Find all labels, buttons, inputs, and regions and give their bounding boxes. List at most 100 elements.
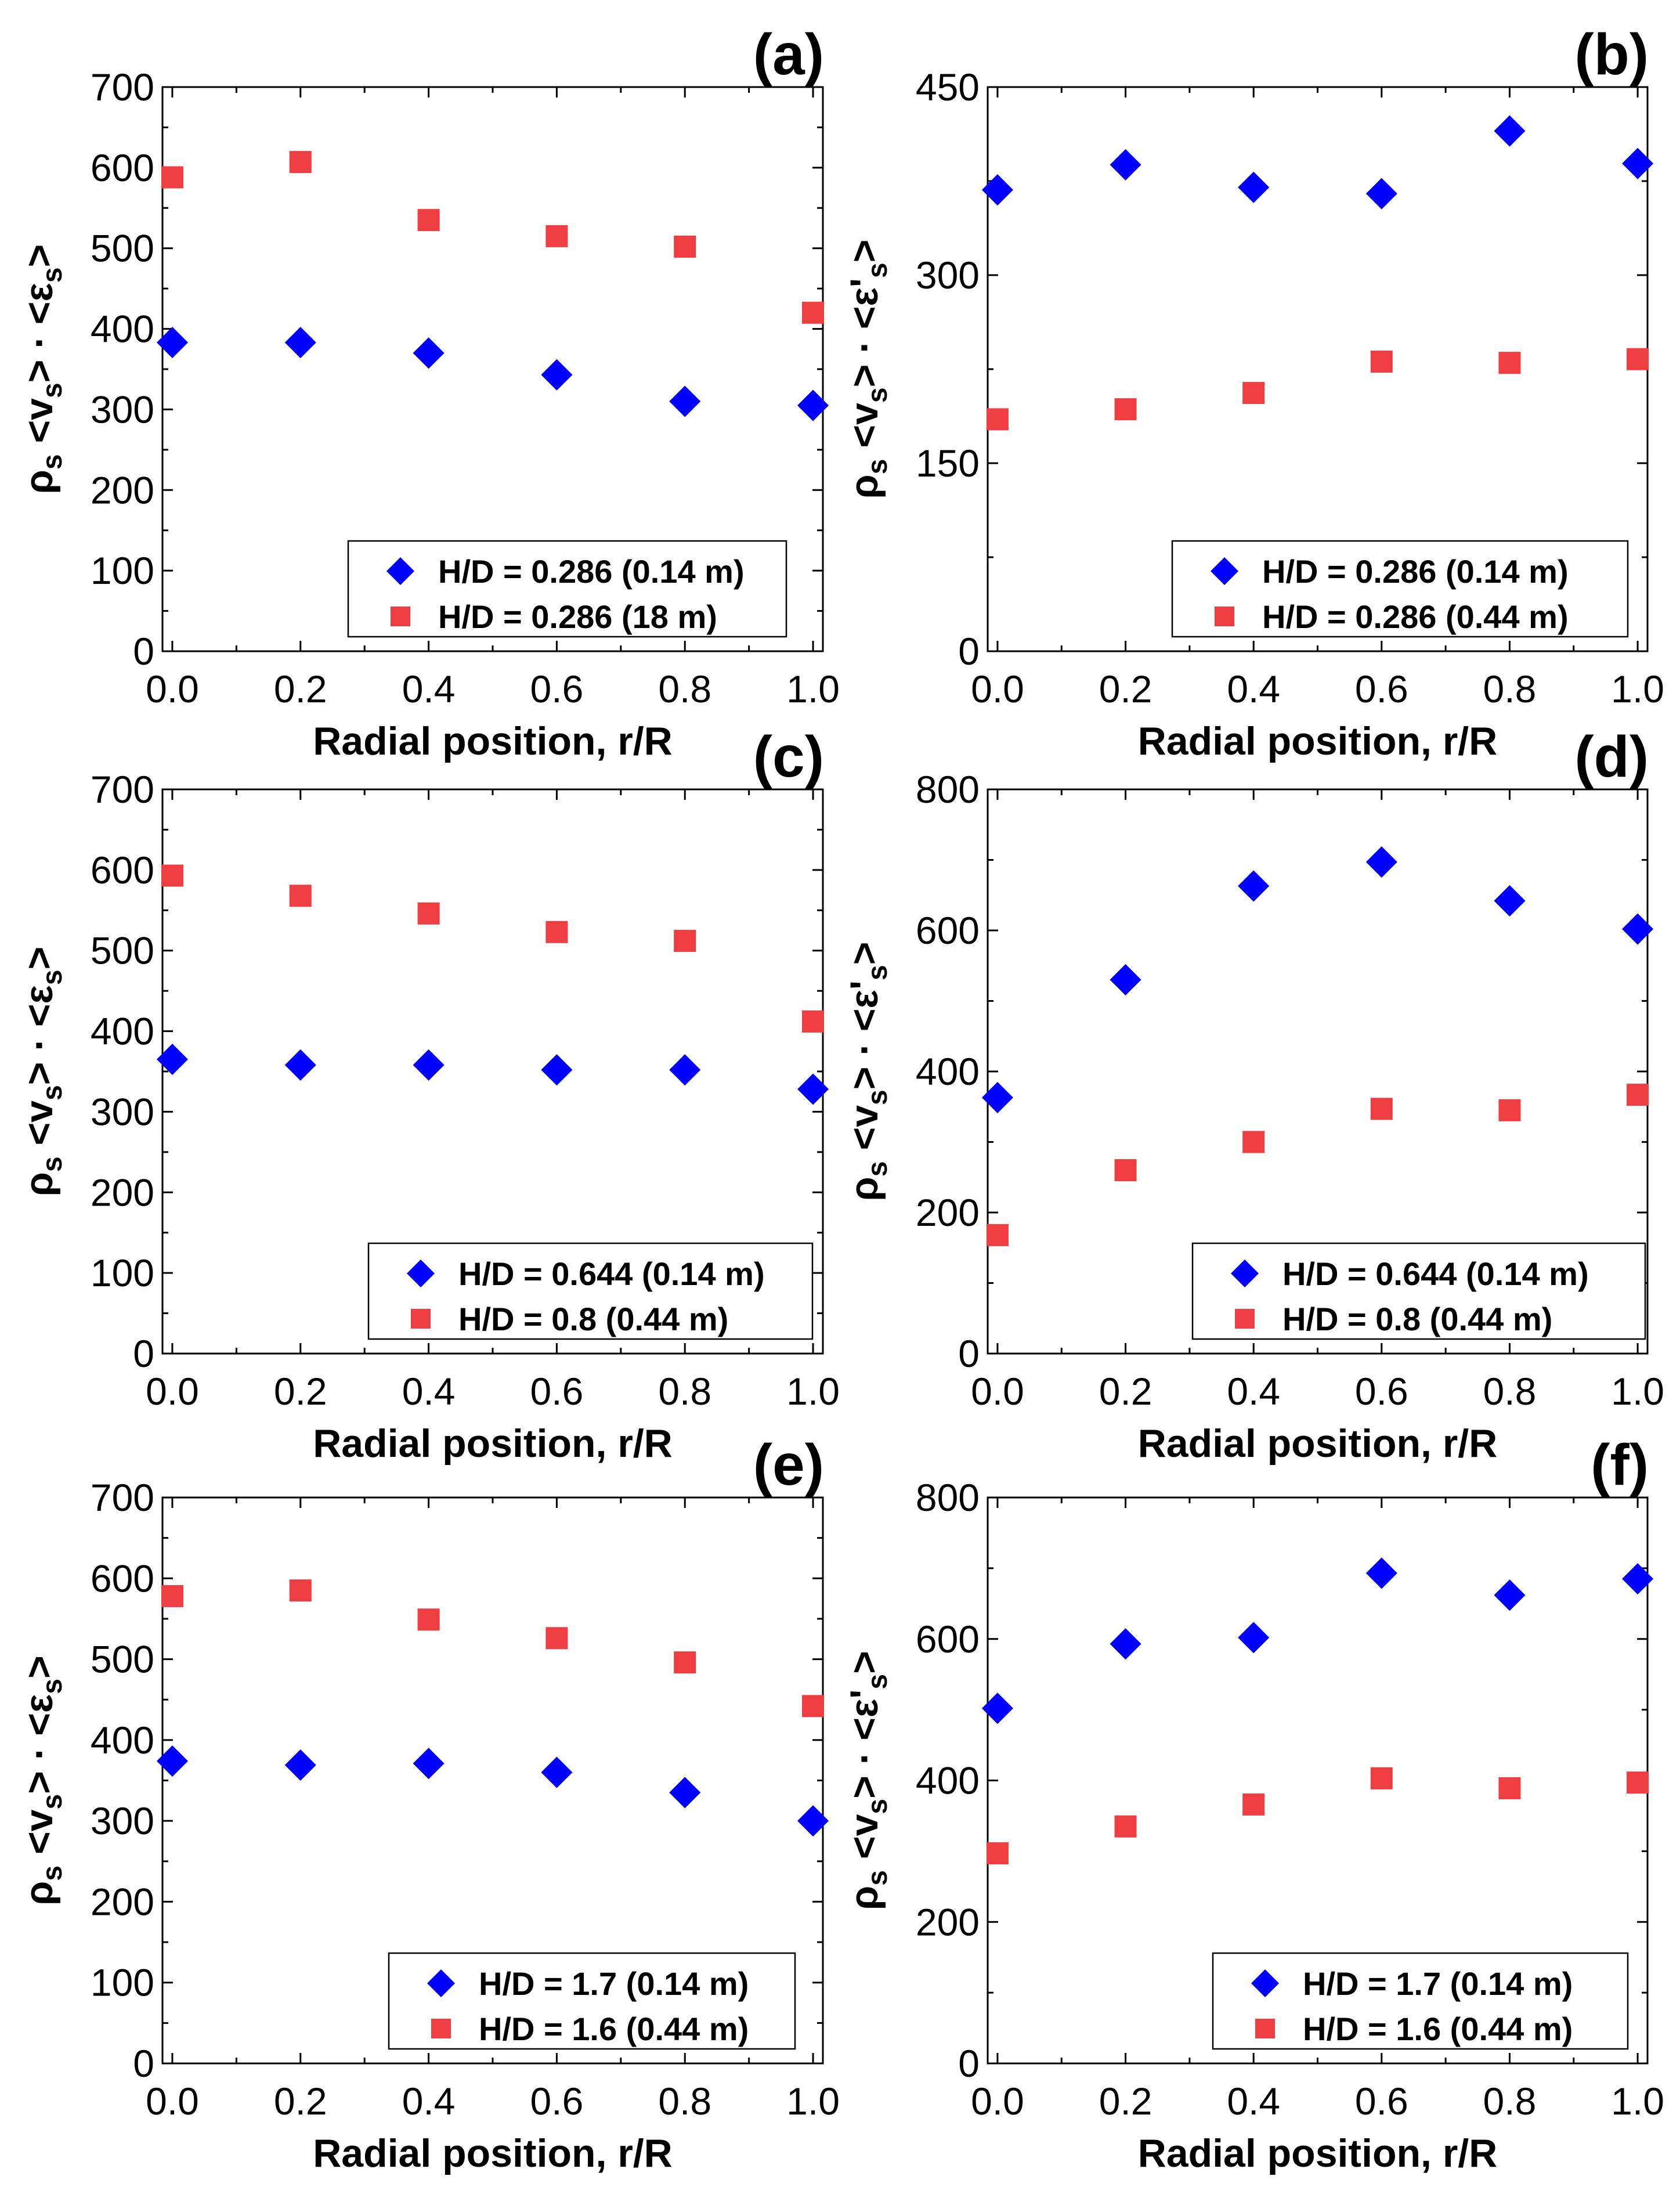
data-point-series-1	[1494, 115, 1526, 147]
legend-label-series-1: H/D = 0.286 (0.14 m)	[438, 553, 745, 590]
data-point-series-2	[802, 301, 825, 324]
legend-marker-series-2	[431, 2019, 451, 2038]
data-point-series-1	[1238, 1622, 1270, 1654]
data-point-series-2	[1498, 352, 1521, 374]
legend-box	[388, 1952, 796, 2050]
data-point-series-1	[1622, 1563, 1654, 1595]
legend-label-series-2: H/D = 0.8 (0.44 m)	[1282, 1301, 1552, 1337]
x-tick-label: 0.2	[1099, 2080, 1152, 2123]
data-point-series-2	[674, 930, 696, 952]
x-tick-label: 0.2	[1099, 1370, 1152, 1413]
data-point-series-1	[284, 1749, 316, 1781]
y-tick-label: 800	[916, 768, 980, 811]
chart-panel-d: 0 200 400 600 800 0.0 0.2 0.4 0.6 0.8 1.0 Radial po…	[842, 724, 1664, 1466]
x-axis-title: Radial position, r/R	[313, 719, 673, 763]
data-point-series-2	[545, 921, 568, 943]
data-point-series-1	[797, 389, 829, 421]
data-point-series-2	[1242, 1793, 1265, 1816]
data-point-series-2	[1242, 382, 1265, 405]
y-tick-label: 200	[91, 1171, 154, 1214]
y-tick-label: 400	[91, 1719, 154, 1762]
x-tick-label: 0.2	[274, 667, 327, 710]
y-tick-label: 400	[916, 1050, 980, 1093]
legend: H/D = 1.7 (0.14 m) H/D = 1.6 (0.44 m)	[1212, 1952, 1629, 2050]
y-tick-label: 300	[91, 388, 154, 431]
data-point-series-1	[1365, 1557, 1397, 1589]
legend-marker-series-1	[1211, 557, 1238, 585]
x-tick-label: 0.2	[274, 1370, 327, 1413]
data-point-series-1	[1110, 149, 1141, 181]
data-point-series-2	[1370, 1767, 1393, 1789]
data-point-series-1	[413, 1748, 445, 1780]
y-tick-label: 0	[958, 1332, 980, 1375]
data-point-series-1	[156, 1745, 188, 1777]
x-tick-label: 0.6	[1355, 667, 1408, 710]
x-tick-label: 0.4	[1227, 667, 1280, 710]
data-point-series-1	[1494, 1579, 1526, 1611]
y-tick-label: 600	[916, 1618, 980, 1661]
y-tick-label: 200	[916, 1191, 980, 1234]
x-tick-label: 0.8	[658, 2080, 711, 2123]
y-tick-label: 150	[916, 442, 980, 485]
legend: H/D = 0.644 (0.14 m) H/D = 0.8 (0.44 m)	[1191, 1242, 1646, 1340]
legend: H/D = 0.644 (0.14 m) H/D = 0.8 (0.44 m)	[367, 1242, 814, 1340]
legend-label-series-2: H/D = 0.286 (0.44 m)	[1262, 598, 1569, 635]
legend-label-series-1: H/D = 1.7 (0.14 m)	[479, 1965, 749, 2002]
chart-panel-e: 0 100 200 300 400 500 600 700 0.0 0.2 0.4 0.6 0.8 1.0…	[17, 1432, 840, 2175]
legend-label-series-2: H/D = 0.286 (18 m)	[438, 598, 717, 635]
data-point-series-2	[986, 408, 1009, 431]
data-point-series-1	[1110, 964, 1141, 996]
legend: H/D = 0.286 (0.14 m) H/D = 0.286 (18 m)	[347, 540, 787, 638]
data-point-series-2	[417, 209, 440, 232]
y-tick-label: 500	[91, 929, 154, 972]
x-tick-label: 0.0	[971, 667, 1024, 710]
data-point-series-1	[1494, 885, 1526, 916]
legend-marker-series-2	[391, 607, 410, 626]
x-tick-label: 0.8	[658, 1370, 711, 1413]
data-point-series-1	[1110, 1628, 1141, 1660]
data-point-series-2	[1242, 1131, 1265, 1153]
legend-marker-series-2	[1215, 607, 1234, 626]
y-tick-label: 700	[91, 1476, 154, 1519]
y-tick-label: 400	[916, 1759, 980, 1802]
data-point-series-1	[797, 1073, 829, 1105]
data-point-series-2	[1370, 351, 1393, 373]
y-tick-label: 500	[91, 1638, 154, 1681]
y-tick-label: 500	[91, 227, 154, 270]
data-point-series-2	[674, 235, 696, 258]
data-point-series-1	[284, 327, 316, 359]
chart-panel-a: 0 100 200 300 400 500 600 700 0.0 0.2 0.4 0.6 0.8 1.0…	[17, 22, 840, 763]
legend-box	[367, 1242, 814, 1340]
data-point-series-2	[161, 864, 183, 887]
x-tick-label: 0.8	[658, 667, 711, 710]
data-point-series-2	[161, 166, 183, 189]
legend-label-series-2: H/D = 0.8 (0.44 m)	[458, 1301, 728, 1337]
x-tick-label: 0.0	[146, 667, 199, 710]
x-tick-label: 0.6	[530, 1370, 584, 1413]
data-point-series-2	[986, 1842, 1009, 1865]
data-point-series-1	[669, 385, 701, 417]
data-point-series-2	[1114, 1159, 1137, 1182]
x-tick-label: 0.6	[530, 667, 584, 710]
data-point-series-2	[545, 1627, 568, 1650]
data-point-series-1	[1238, 870, 1270, 902]
data-point-series-1	[284, 1049, 316, 1081]
data-point-series-2	[545, 225, 568, 247]
legend-label-series-2: H/D = 1.6 (0.44 m)	[479, 2011, 749, 2047]
y-axis-title: ρs <vs> · <εs>	[17, 244, 68, 494]
legend-box	[1212, 1952, 1629, 2050]
legend-marker-series-1	[407, 1260, 435, 1287]
y-tick-label: 300	[91, 1090, 154, 1133]
y-axis-title: ρs <vs> · <ε's>	[842, 942, 893, 1201]
legend-marker-series-1	[427, 1969, 455, 1997]
legend-label-series-1: H/D = 0.644 (0.14 m)	[1282, 1255, 1589, 1292]
data-point-series-1	[669, 1054, 701, 1086]
data-point-series-2	[289, 151, 312, 174]
data-point-series-2	[802, 1010, 825, 1033]
legend: H/D = 0.286 (0.14 m) H/D = 0.286 (0.44 m)	[1171, 540, 1629, 638]
y-tick-label: 100	[91, 1961, 154, 2004]
y-tick-label: 400	[91, 1010, 154, 1053]
data-point-series-1	[156, 327, 188, 359]
data-point-series-2	[1114, 398, 1137, 421]
